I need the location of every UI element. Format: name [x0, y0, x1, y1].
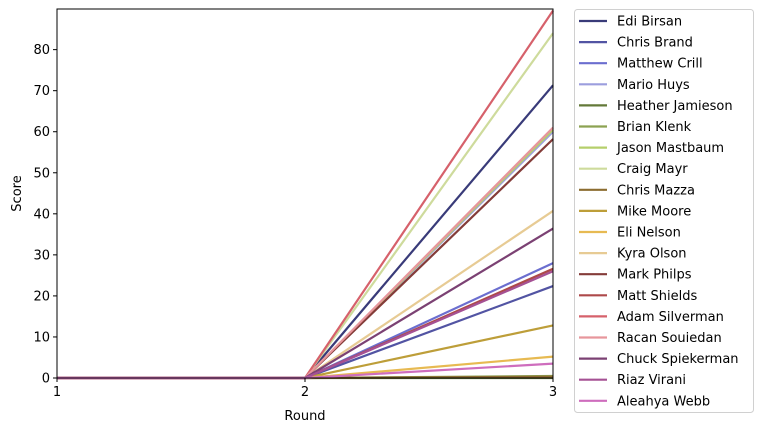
legend-label: Mark Philps [617, 268, 692, 283]
legend-label: Adam Silverman [617, 310, 724, 325]
legend-label: Brian Klenk [617, 120, 692, 135]
legend-label: Mike Moore [617, 204, 691, 219]
legend-entry: Mario Huys [579, 78, 690, 93]
legend-label: Chuck Spiekerman [617, 352, 739, 367]
legend-entry: Brian Klenk [579, 120, 692, 135]
x-axis-label: Round [284, 409, 325, 424]
legend-label: Aleahya Webb [617, 394, 710, 409]
y-tick-label: 30 [33, 248, 50, 263]
legend: Edi Birsan Chris Brand Matthew Crill Mario … [574, 9, 754, 413]
series-lines [57, 10, 554, 380]
x-tick-label: 3 [549, 385, 557, 400]
legend-entry: Chris Brand [579, 36, 693, 51]
y-tick-label: 60 [33, 125, 50, 140]
legend-entry: Heather Jamieson [579, 99, 733, 114]
legend-entry: Edi Birsan [579, 15, 682, 30]
legend-entry: Mike Moore [579, 204, 691, 219]
y-tick-label: 10 [33, 330, 50, 345]
x-axis: 1 2 3 [53, 378, 557, 400]
x-tick-label: 1 [53, 385, 61, 400]
series-line-13 [57, 267, 554, 380]
plot-frame [56, 8, 554, 379]
series-line-11 [57, 210, 554, 380]
legend-label: Matt Shields [617, 289, 697, 304]
legend-entry: Aleahya Webb [579, 394, 710, 409]
legend-entry: Matthew Crill [579, 57, 703, 72]
legend-entry: Racan Souiedan [579, 331, 722, 346]
legend-label: Riaz Virani [617, 373, 686, 388]
legend-label: Chris Mazza [617, 183, 695, 198]
legend-entry: Adam Silverman [579, 310, 724, 325]
legend-label: Chris Brand [617, 36, 693, 51]
legend-label: Edi Birsan [617, 15, 682, 30]
legend-label: Heather Jamieson [617, 99, 733, 114]
legend-entry: Riaz Virani [579, 373, 686, 388]
legend-label: Racan Souiedan [617, 331, 722, 346]
legend-frame [574, 9, 754, 413]
legend-entry: Eli Nelson [579, 226, 681, 241]
x-tick-label: 2 [301, 385, 309, 400]
series-line-1 [57, 285, 554, 380]
legend-entry: Jason Mastbaum [579, 141, 724, 156]
y-axis: 0 10 20 30 40 50 60 70 80 [33, 43, 57, 387]
legend-entry: Mark Philps [579, 268, 692, 283]
legend-entry: Matt Shields [579, 289, 697, 304]
legend-entry: Craig Mayr [579, 162, 688, 177]
legend-label: Matthew Crill [617, 57, 703, 72]
y-axis-label: Score [10, 175, 25, 211]
y-tick-label: 40 [33, 207, 50, 222]
legend-label: Kyra Olson [617, 247, 687, 262]
legend-label: Jason Mastbaum [616, 141, 724, 156]
y-tick-label: 80 [33, 43, 50, 58]
legend-label: Craig Mayr [617, 162, 688, 177]
series-line-2 [57, 262, 554, 380]
legend-entry: Chuck Spiekerman [579, 352, 739, 367]
legend-label: Eli Nelson [617, 226, 681, 241]
series-line-14 [57, 10, 554, 380]
y-tick-label: 50 [33, 166, 50, 181]
y-tick-label: 70 [33, 84, 50, 99]
legend-label: Mario Huys [617, 78, 690, 93]
legend-entry: Chris Mazza [579, 183, 695, 198]
y-tick-label: 20 [33, 289, 50, 304]
series-line-0 [57, 84, 554, 380]
legend-entry: Kyra Olson [579, 247, 687, 262]
series-line-9 [57, 324, 554, 380]
y-tick-label: 0 [42, 372, 50, 387]
